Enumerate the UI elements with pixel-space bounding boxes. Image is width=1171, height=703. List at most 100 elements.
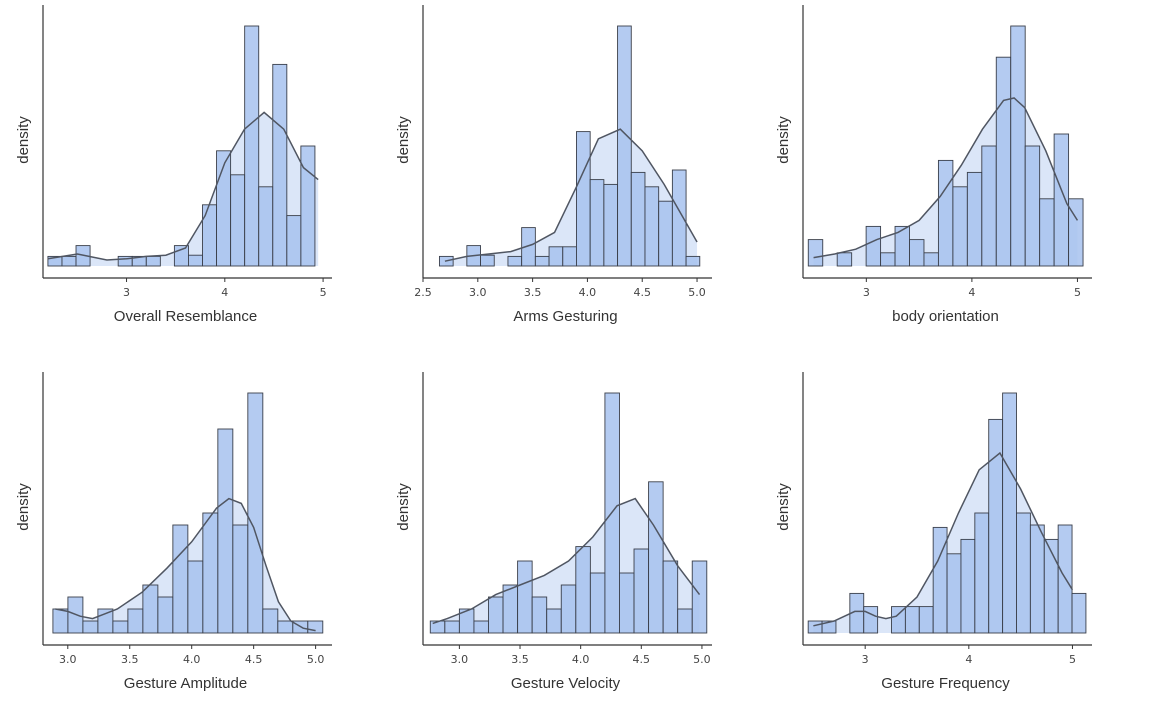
- overall-resemblance-bar-15: [258, 186, 274, 267]
- body-orientation-x-tick-label-0: 3: [863, 286, 870, 299]
- arms-gesturing-bar-13: [617, 25, 632, 267]
- arms-gesturing-x-tick-label-4: 4.5: [633, 286, 651, 299]
- overall-resemblance-bar-1: [61, 255, 77, 267]
- body-orientation-bar-14: [1010, 25, 1026, 267]
- gesture-velocity-y-axis-title: density: [395, 483, 412, 531]
- arms-gesturing-x-tick-label-1: 3.0: [469, 286, 487, 299]
- arms-gesturing-x-tick-label-3: 4.0: [579, 286, 597, 299]
- body-orientation-bar-4: [865, 225, 882, 267]
- gesture-amplitude-x-tick-label-4: 5.0: [307, 653, 325, 666]
- overall-resemblance-x-axis-title: Overall Resemblance: [114, 308, 257, 325]
- gesture-velocity-x-tick-label-3: 4.5: [633, 653, 651, 666]
- overall-resemblance-bar-17: [286, 215, 302, 267]
- arms-gesturing-bar-3: [480, 254, 495, 267]
- gesture-amplitude-bar-0: [52, 608, 69, 634]
- panel-arms-gesturing: 2.5 3.0 3.5 4.0 4.5 5.0 Arms Gesturing density: [390, 0, 760, 330]
- gesture-velocity-bar-15: [648, 481, 664, 634]
- gesture-amplitude-bar-6: [142, 584, 159, 634]
- histogram-body-orientation: 3 4 5 body orientation density: [775, 5, 1092, 325]
- gesture-velocity-bar-17: [677, 608, 693, 634]
- body-orientation-y-axis-title: density: [775, 116, 792, 164]
- gesture-amplitude-bar-10: [202, 512, 219, 634]
- panel-body-orientation: 3 4 5 body orientation density: [770, 0, 1140, 330]
- arms-gesturing-y-axis-title: density: [395, 116, 412, 164]
- body-orientation-bar-17: [1053, 133, 1070, 267]
- panel-gesture-amplitude: 3.0 3.5 4.0 4.5 5.0 Gesture Amplitude density: [10, 367, 380, 697]
- gesture-frequency-bar-13: [988, 418, 1004, 634]
- gesture-velocity-bar-13: [619, 572, 635, 634]
- gesture-frequency-bar-0: [807, 620, 823, 634]
- gesture-velocity-x-tick-label-1: 3.5: [511, 653, 528, 666]
- gesture-velocity-x-tick-label-2: 4.0: [572, 653, 590, 666]
- gesture-velocity-bar-8: [546, 608, 562, 634]
- body-orientation-bar-15: [1024, 145, 1041, 267]
- gesture-velocity-bar-9: [560, 584, 577, 634]
- gesture-velocity-bar-4: [488, 596, 504, 634]
- arms-gesturing-bar-15: [644, 186, 660, 267]
- overall-resemblance-x-tick-label-0: 3: [123, 286, 130, 299]
- arms-gesturing-bar-11: [589, 179, 605, 267]
- gesture-frequency-bar-16: [1029, 524, 1045, 634]
- gesture-amplitude-x-tick-label-2: 4.0: [183, 653, 201, 666]
- gesture-velocity-bar-18: [691, 560, 708, 634]
- gesture-velocity-bar-6: [517, 560, 533, 634]
- arms-gesturing-x-tick-label-0: 2.5: [414, 286, 432, 299]
- gesture-amplitude-y-axis-title: density: [15, 483, 32, 531]
- gesture-amplitude-bar-9: [187, 560, 204, 634]
- panel-gesture-velocity: 3.0 3.5 4.0 4.5 5.0 Gesture Velocity density: [390, 367, 760, 697]
- panel-overall-resemblance: 3 4 5 Overall Resemblance density: [10, 0, 380, 330]
- overall-resemblance-bar-9: [173, 245, 189, 267]
- gesture-amplitude-bar-13: [247, 392, 264, 634]
- body-orientation-bar-11: [966, 171, 983, 267]
- arms-gesturing-bar-18: [685, 255, 701, 267]
- body-orientation-bar-18: [1068, 198, 1084, 267]
- gesture-amplitude-x-axis-title: Gesture Amplitude: [124, 675, 247, 692]
- gesture-amplitude-bar-15: [277, 620, 294, 634]
- gesture-amplitude-x-tick-label-3: 4.5: [245, 653, 263, 666]
- arms-gesturing-bar-10: [576, 131, 591, 267]
- arms-gesturing-x-axis-title: Arms Gesturing: [513, 308, 617, 325]
- gesture-amplitude-kde-line: [55, 497, 316, 632]
- body-orientation-x-axis-title: body orientation: [892, 308, 999, 325]
- histogram-overall-resemblance: 3 4 5 Overall Resemblance density: [15, 5, 332, 325]
- arms-gesturing-bar-14: [630, 171, 646, 267]
- body-orientation-x-tick-label-2: 5: [1074, 286, 1081, 299]
- body-orientation-bar-16: [1039, 198, 1055, 267]
- histogram-gesture-amplitude: 3.0 3.5 4.0 4.5 5.0 Gesture Amplitude density: [15, 372, 332, 692]
- gesture-velocity-bar-1: [444, 620, 460, 634]
- gesture-velocity-x-tick-label-4: 5.0: [693, 653, 711, 666]
- overall-resemblance-bar-14: [244, 25, 260, 267]
- arms-gesturing-bar-16: [658, 200, 673, 267]
- gesture-frequency-y-axis-title: density: [775, 483, 792, 531]
- histogram-gesture-velocity: 3.0 3.5 4.0 4.5 5.0 Gesture Velocity density: [395, 372, 712, 692]
- arms-gesturing-x-tick-label-2: 3.5: [524, 286, 542, 299]
- gesture-frequency-bar-15: [1016, 512, 1031, 634]
- overall-resemblance-bar-7: [145, 255, 161, 267]
- gesture-frequency-bar-14: [1002, 392, 1017, 634]
- overall-resemblance-x-tick-label-1: 4: [221, 286, 228, 299]
- overall-resemblance-x-tick-label-2: 5: [320, 286, 327, 299]
- body-orientation-kde-line: [813, 97, 1079, 259]
- body-orientation-bar-2: [836, 252, 853, 267]
- gesture-frequency-bar-19: [1071, 592, 1087, 634]
- gesture-amplitude-bar-12: [232, 524, 249, 634]
- gesture-velocity-bar-11: [589, 572, 606, 634]
- arms-gesturing-bar-12: [603, 183, 619, 267]
- gesture-frequency-kde-line: [813, 451, 1074, 627]
- gesture-amplitude-bar-14: [262, 608, 279, 634]
- gesture-velocity-bar-3: [473, 620, 489, 634]
- arms-gesturing-bar-6: [521, 227, 536, 267]
- body-orientation-bar-13: [995, 56, 1012, 267]
- body-orientation-bar-0: [807, 239, 824, 267]
- arms-gesturing-bar-9: [562, 246, 577, 267]
- overall-resemblance-bar-16: [272, 63, 288, 267]
- gesture-amplitude-bar-8: [172, 524, 189, 634]
- gesture-velocity-bar-10: [575, 546, 591, 634]
- gesture-velocity-x-axis-title: Gesture Velocity: [511, 675, 621, 692]
- gesture-frequency-x-axis-title: Gesture Frequency: [881, 675, 1010, 692]
- gesture-frequency-bar-10: [946, 553, 962, 634]
- histogram-gesture-frequency: 3 4 5 Gesture Frequency density: [775, 372, 1092, 692]
- overall-resemblance-bar-18: [300, 145, 316, 267]
- body-orientation-bar-5: [880, 252, 896, 267]
- gesture-amplitude-bar-11: [217, 428, 234, 634]
